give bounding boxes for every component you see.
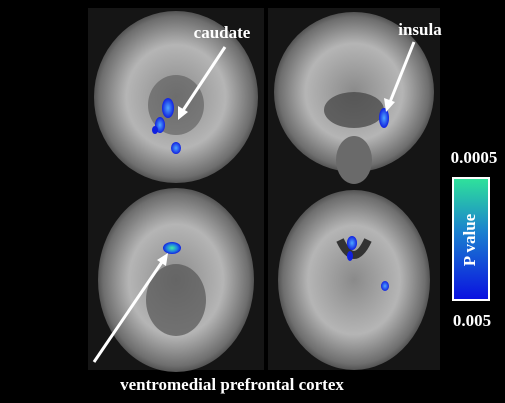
label-vmpfc: ventromedial prefrontal cortex xyxy=(120,375,344,394)
colorbar-bottom-label: 0.005 xyxy=(453,311,491,330)
activation xyxy=(171,142,181,154)
activation xyxy=(163,242,181,254)
brain-panels xyxy=(88,8,440,372)
brain-stem xyxy=(336,136,372,184)
activation xyxy=(379,108,389,128)
brain-structure xyxy=(324,92,384,128)
activation xyxy=(347,236,357,250)
activation xyxy=(347,251,353,261)
activation xyxy=(381,281,389,291)
colorbar-title: P value xyxy=(460,213,479,266)
colorbar: 0.0005 P value 0.005 xyxy=(451,148,498,330)
activation xyxy=(162,98,174,118)
brain-slice xyxy=(278,190,430,370)
label-caudate: caudate xyxy=(194,23,251,42)
figure: caudate insula ventromedial prefrontal c… xyxy=(0,0,505,403)
label-insula: insula xyxy=(398,20,442,39)
colorbar-top-label: 0.0005 xyxy=(451,148,498,167)
activation xyxy=(152,126,158,134)
